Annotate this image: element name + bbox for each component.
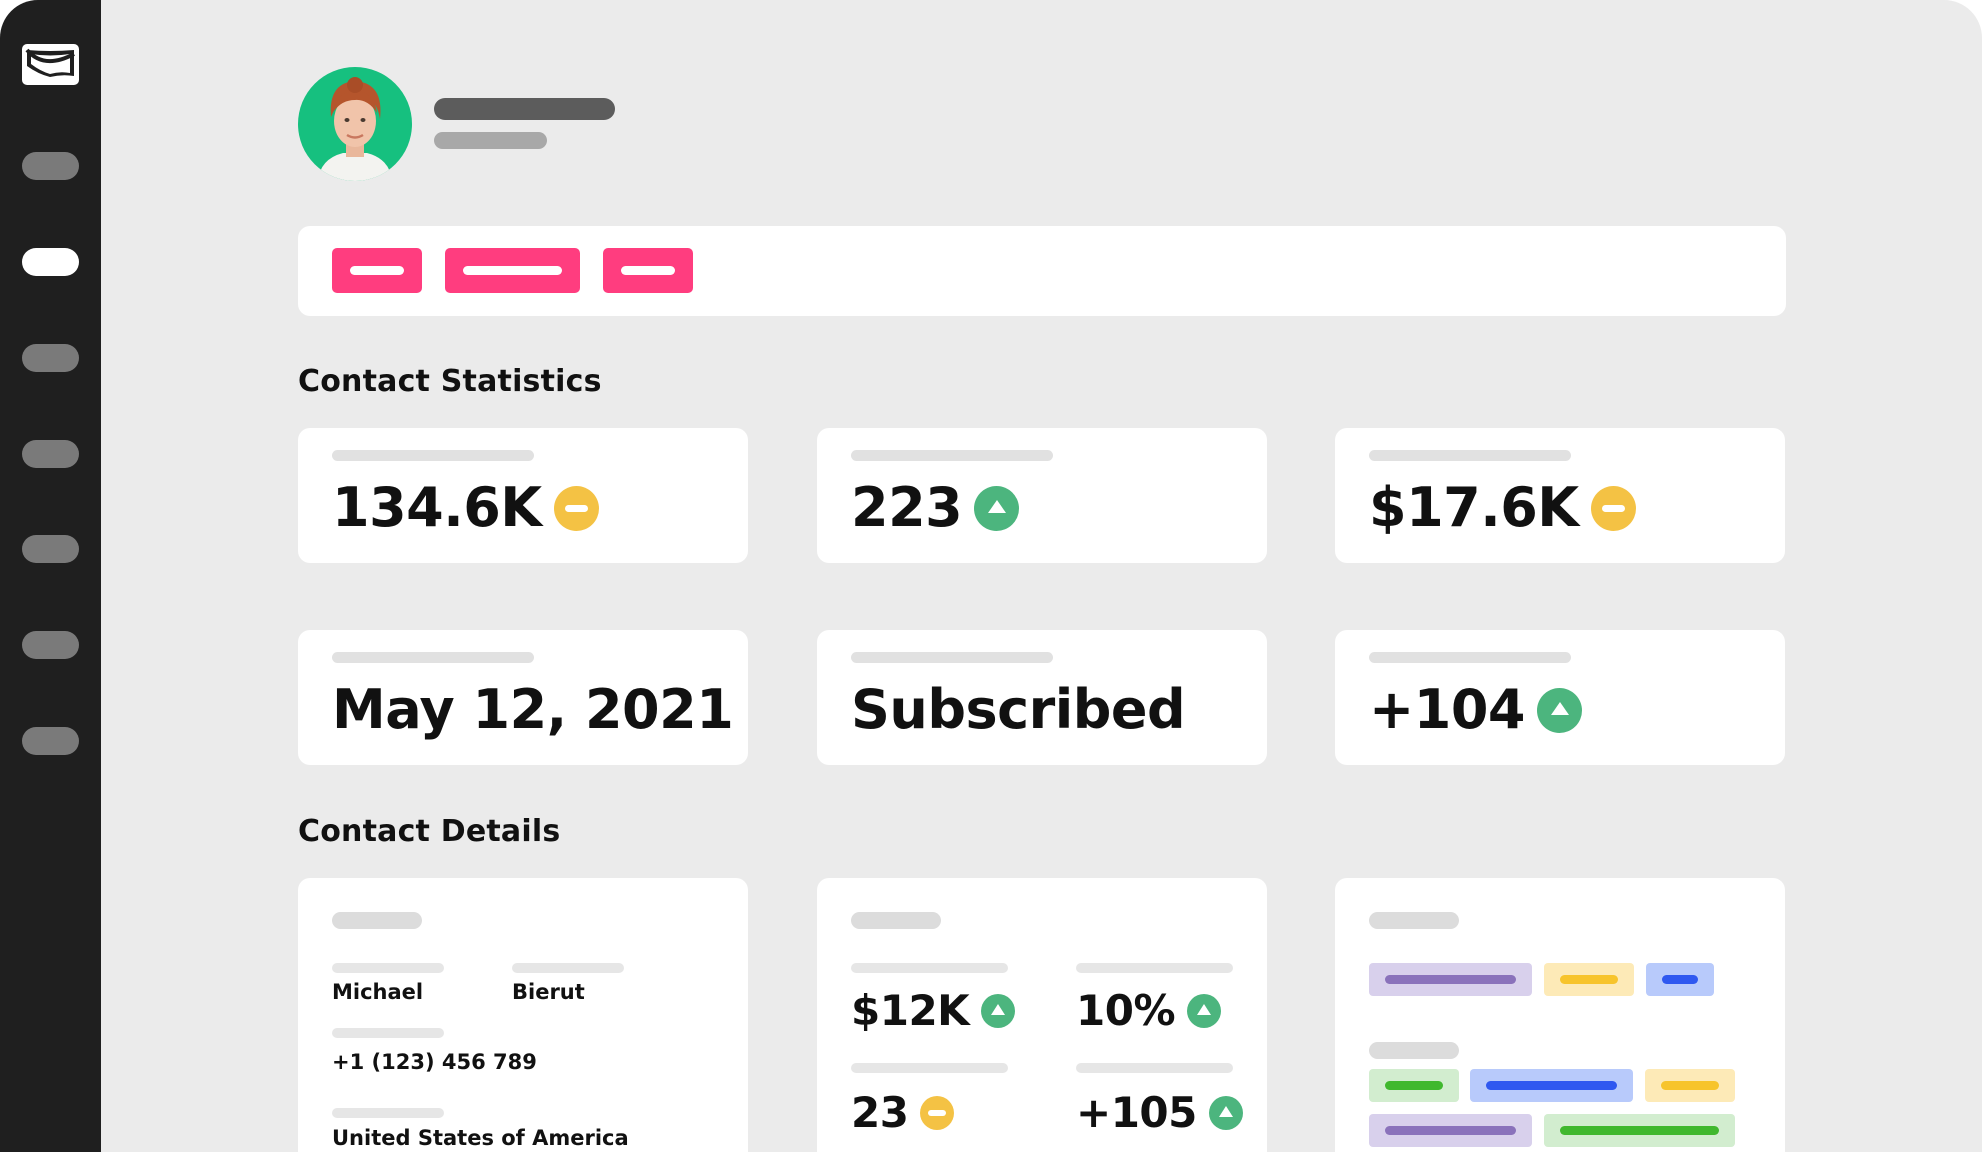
stat-card: 223 <box>817 428 1267 563</box>
stat-value: 134.6K <box>332 476 542 539</box>
stat-label-placeholder <box>332 450 534 461</box>
up-arrow-icon <box>974 485 1020 531</box>
up-arrow-icon <box>981 993 1016 1028</box>
stat-value: +104 <box>1369 678 1525 741</box>
metric-value: $12K <box>851 986 970 1035</box>
card-heading-placeholder <box>1369 1042 1459 1059</box>
mail-icon[interactable] <box>22 44 79 85</box>
neutral-trend-icon <box>553 485 599 531</box>
tag-chip[interactable] <box>1369 1114 1532 1147</box>
tag-chip[interactable] <box>1369 1069 1459 1102</box>
tag-button-2[interactable] <box>445 248 580 293</box>
stat-label-placeholder <box>851 450 1053 461</box>
stat-value: $17.6K <box>1369 476 1579 539</box>
contact-metrics-card: $12K 10% 23 +105 <box>817 878 1267 1152</box>
stat-card: $17.6K <box>1335 428 1785 563</box>
sidebar-item-6[interactable] <box>22 631 79 659</box>
last-name-value: Bierut <box>512 980 585 1004</box>
tag-button-3[interactable] <box>603 248 693 293</box>
field-label-placeholder <box>512 963 624 973</box>
stat-label-placeholder <box>851 652 1053 663</box>
stat-card: May 12, 2021 <box>298 630 748 765</box>
up-arrow-icon <box>1187 993 1222 1028</box>
avatar-portrait <box>318 77 392 181</box>
metric-label-placeholder <box>851 963 1008 973</box>
sidebar-item-5[interactable] <box>22 535 79 563</box>
metric-value: +105 <box>1076 1088 1197 1137</box>
stat-card: 134.6K <box>298 428 748 563</box>
tag-chip[interactable] <box>1544 1114 1735 1147</box>
field-label-placeholder <box>332 963 444 973</box>
stat-label-placeholder <box>1369 652 1571 663</box>
tag-chip[interactable] <box>1645 1069 1735 1102</box>
sidebar-item-4[interactable] <box>22 440 79 468</box>
neutral-trend-icon <box>1590 485 1636 531</box>
sidebar <box>0 0 101 1152</box>
avatar <box>298 67 412 181</box>
metric-label-placeholder <box>1076 1063 1233 1073</box>
tag-chip[interactable] <box>1470 1069 1633 1102</box>
stat-card: Subscribed <box>817 630 1267 765</box>
first-name-value: Michael <box>332 980 424 1004</box>
stat-card: +104 <box>1335 630 1785 765</box>
sidebar-item-1[interactable] <box>22 152 79 180</box>
tag-chip[interactable] <box>1544 963 1634 996</box>
contact-tags-card <box>1335 878 1785 1152</box>
metric-label-placeholder <box>1076 963 1233 973</box>
stat-value: May 12, 2021 <box>332 678 734 741</box>
tag-button-1[interactable] <box>332 248 422 293</box>
up-arrow-icon <box>1536 687 1582 733</box>
section-title-statistics: Contact Statistics <box>298 364 602 399</box>
stat-value: 223 <box>851 476 963 539</box>
section-title-details: Contact Details <box>298 814 561 849</box>
card-heading-placeholder <box>1369 912 1459 929</box>
stat-label-placeholder <box>1369 450 1571 461</box>
card-heading-placeholder <box>332 912 422 929</box>
field-label-placeholder <box>332 1108 444 1118</box>
phone-value: +1 (123) 456 789 <box>332 1050 537 1074</box>
sidebar-item-7[interactable] <box>22 727 79 755</box>
country-value: United States of America <box>332 1126 629 1150</box>
sidebar-item-3[interactable] <box>22 344 79 372</box>
tag-chip[interactable] <box>1369 963 1532 996</box>
card-heading-placeholder <box>851 912 941 929</box>
contact-name-placeholder <box>434 98 615 120</box>
contact-subtitle-placeholder <box>434 132 547 149</box>
sidebar-item-2[interactable] <box>22 248 79 276</box>
up-arrow-icon <box>1208 1095 1243 1130</box>
stat-value: Subscribed <box>851 678 1186 741</box>
tag-chip[interactable] <box>1646 963 1714 996</box>
field-label-placeholder <box>332 1028 444 1038</box>
metric-value: 23 <box>851 1088 909 1137</box>
metric-label-placeholder <box>851 1063 1008 1073</box>
contact-info-card: Michael Bierut +1 (123) 456 789 United S… <box>298 878 748 1152</box>
stat-label-placeholder <box>332 652 534 663</box>
neutral-trend-icon <box>920 1095 955 1130</box>
metric-value: 10% <box>1076 986 1176 1035</box>
tag-bar <box>298 226 1786 316</box>
